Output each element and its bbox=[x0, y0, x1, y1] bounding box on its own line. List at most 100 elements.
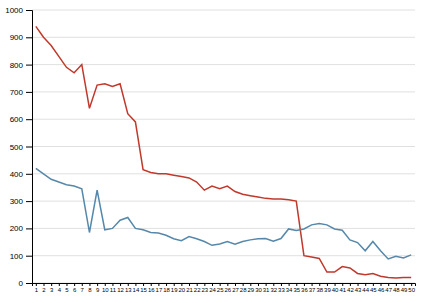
tick: 6 bbox=[73, 283, 77, 293]
tick-mark bbox=[388, 283, 389, 286]
tick: 11 bbox=[110, 283, 117, 293]
tick: 100 bbox=[10, 252, 32, 261]
tick-mark bbox=[411, 283, 412, 286]
tick-label: 18 bbox=[163, 287, 170, 293]
tick: 27 bbox=[232, 283, 239, 293]
tick-mark bbox=[243, 283, 244, 286]
tick: 21 bbox=[186, 283, 193, 293]
tick-label: 49 bbox=[401, 287, 408, 293]
tick-label: 19 bbox=[171, 287, 178, 293]
tick: 31 bbox=[263, 283, 270, 293]
tick-label: 36 bbox=[301, 287, 308, 293]
tick: 49 bbox=[401, 283, 408, 293]
tick-mark bbox=[128, 283, 129, 286]
tick-mark bbox=[26, 174, 32, 175]
tick-mark bbox=[26, 37, 32, 38]
tick-label: 23 bbox=[202, 287, 209, 293]
tick-mark bbox=[204, 283, 205, 286]
tick-mark bbox=[26, 256, 32, 257]
tick: 14 bbox=[133, 283, 140, 293]
grid-line bbox=[32, 10, 415, 11]
tick-mark bbox=[89, 283, 90, 286]
tick-mark bbox=[26, 10, 32, 11]
tick-mark bbox=[174, 283, 175, 286]
axis-line bbox=[26, 11, 33, 284]
tick-mark bbox=[227, 283, 228, 286]
tick: 23 bbox=[202, 283, 209, 293]
axis-line bbox=[33, 284, 416, 287]
tick: 46 bbox=[378, 283, 385, 293]
tick-label: 44 bbox=[362, 287, 369, 293]
tick-mark bbox=[281, 283, 282, 286]
tick-mark bbox=[273, 283, 274, 286]
tick-label: 39 bbox=[324, 287, 331, 293]
tick-mark bbox=[51, 283, 52, 286]
grid-line bbox=[32, 119, 415, 120]
tick-mark bbox=[250, 283, 251, 286]
tick-label: 1 bbox=[35, 287, 39, 293]
tick-mark bbox=[26, 92, 32, 93]
tick-mark bbox=[74, 283, 75, 286]
tick-label: 20 bbox=[179, 287, 186, 293]
tick: 5 bbox=[65, 283, 69, 293]
grid-line bbox=[32, 146, 415, 147]
tick-mark bbox=[26, 283, 32, 284]
tick-label: 21 bbox=[186, 287, 193, 293]
tick-label: 22 bbox=[194, 287, 201, 293]
tick: 48 bbox=[393, 283, 400, 293]
tick: 33 bbox=[278, 283, 285, 293]
tick-mark bbox=[26, 201, 32, 202]
tick: 18 bbox=[163, 283, 170, 293]
chart: 1234567891011121314151617181920212223242… bbox=[0, 0, 425, 303]
tick-mark bbox=[350, 283, 351, 286]
grid-line bbox=[32, 255, 415, 256]
tick-mark bbox=[112, 283, 113, 286]
tick: 0 bbox=[19, 279, 32, 288]
tick: 34 bbox=[286, 283, 293, 293]
tick-mark bbox=[404, 283, 405, 286]
tick-label: 35 bbox=[293, 287, 300, 293]
tick: 38 bbox=[316, 283, 323, 293]
tick: 8 bbox=[88, 283, 92, 293]
tick: 40 bbox=[332, 283, 339, 293]
line bbox=[36, 168, 411, 259]
tick: 24 bbox=[209, 283, 216, 293]
tick-mark bbox=[304, 283, 305, 286]
tick-mark bbox=[212, 283, 213, 286]
tick-label: 16 bbox=[148, 287, 155, 293]
tick-label: 45 bbox=[370, 287, 377, 293]
tick: 19 bbox=[171, 283, 178, 293]
tick-label: 25 bbox=[217, 287, 224, 293]
tick-mark bbox=[396, 283, 397, 286]
tick-label: 15 bbox=[140, 287, 147, 293]
tick-label: 27 bbox=[232, 287, 239, 293]
y-axis: 01002003004005006007008009001000 bbox=[5, 6, 32, 288]
tick-label: 34 bbox=[286, 287, 293, 293]
tick-mark bbox=[26, 119, 32, 120]
tick: 3 bbox=[50, 283, 54, 293]
tick-mark bbox=[166, 283, 167, 286]
tick-mark bbox=[319, 283, 320, 286]
tick: 2 bbox=[42, 283, 46, 293]
tick-label: 31 bbox=[263, 287, 270, 293]
tick-label: 300 bbox=[10, 197, 24, 206]
tick-mark bbox=[105, 283, 106, 286]
tick-label: 600 bbox=[10, 115, 24, 124]
tick-mark bbox=[26, 147, 32, 148]
tick-label: 46 bbox=[378, 287, 385, 293]
tick-label: 32 bbox=[270, 287, 277, 293]
tick-label: 800 bbox=[10, 61, 24, 70]
tick: 12 bbox=[117, 283, 124, 293]
tick: 45 bbox=[370, 283, 377, 293]
tick-label: 13 bbox=[125, 287, 132, 293]
tick-label: 12 bbox=[117, 287, 124, 293]
tick-label: 11 bbox=[110, 287, 117, 293]
lines bbox=[36, 26, 411, 278]
tick-label: 400 bbox=[10, 170, 24, 179]
tick-mark bbox=[342, 283, 343, 286]
tick-mark bbox=[365, 283, 366, 286]
tick: 7 bbox=[81, 283, 85, 293]
tick: 16 bbox=[148, 283, 155, 293]
grid-line bbox=[32, 64, 415, 65]
tick-mark bbox=[312, 283, 313, 286]
